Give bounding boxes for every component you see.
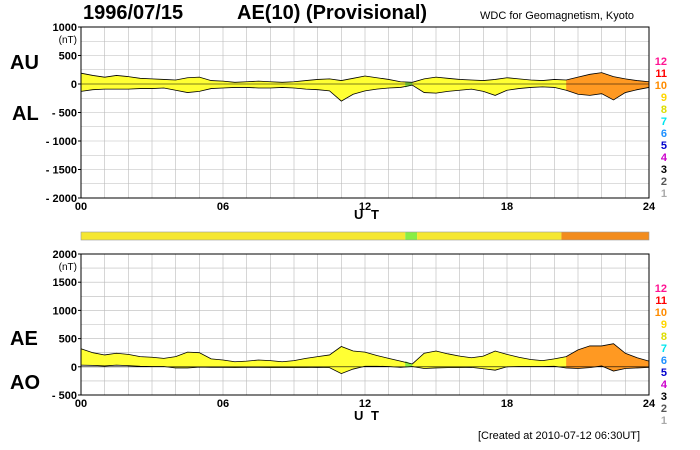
top-y-tick-label: 0	[71, 79, 77, 91]
top-scale-level-6: 6	[661, 128, 667, 140]
bottom-plot-frame	[80, 253, 650, 396]
top-y-tick-label: 500	[59, 51, 77, 63]
activity-bar-segment	[417, 232, 562, 240]
bottom-y-tick-label: 500	[59, 334, 77, 346]
bottom-scale-level-3: 3	[661, 391, 667, 403]
data-source: WDC for Geomagnetism, Kyoto	[480, 10, 635, 22]
ae-label: AE	[10, 328, 38, 350]
top-x-tick-label: 00	[75, 201, 87, 213]
bottom-y-tick-label: 1000	[53, 305, 77, 317]
bottom-scale-level-12: 12	[655, 283, 667, 295]
bottom-scale-level-9: 9	[661, 319, 667, 331]
top-scale-level-3: 3	[661, 164, 667, 176]
top-x-tick-label: 18	[501, 201, 513, 213]
x-axis-label-top: U T	[354, 207, 381, 222]
plot-title: AE(10) (Provisional)	[237, 2, 428, 24]
ao-label: AO	[10, 372, 40, 394]
bottom-scale-level-2: 2	[661, 403, 667, 415]
activity-bar-segment	[81, 232, 406, 240]
bottom-x-tick-label: 18	[501, 398, 513, 410]
plot-date: 1996/07/15	[83, 2, 184, 24]
top-area-fill	[81, 72, 649, 102]
bottom-x-tick-label: 24	[643, 398, 656, 410]
bottom-scale-level-4: 4	[661, 379, 668, 391]
bottom-x-tick-label: 06	[217, 398, 229, 410]
bottom-area-fill	[81, 343, 649, 374]
activity-bar-segment	[405, 232, 418, 240]
bottom-scale-level-8: 8	[661, 331, 667, 343]
au-label: AU	[10, 52, 39, 74]
al-label: AL	[12, 103, 39, 125]
top-scale-level-5: 5	[661, 140, 667, 152]
top-x-tick-label: 06	[217, 201, 229, 213]
bottom-scale-level-11: 11	[655, 295, 667, 307]
top-scale-level-4: 4	[661, 152, 668, 164]
bottom-scale-level-5: 5	[661, 367, 667, 379]
bottom-series-line-upper	[80, 343, 650, 365]
bottom-series-line-lower	[80, 364, 650, 375]
created-timestamp: [Created at 2010-07-12 06:30UT]	[478, 430, 641, 442]
top-series-line-lower	[80, 84, 650, 102]
activity-bar-segment	[561, 232, 649, 240]
top-unit-label: (nT)	[59, 35, 77, 46]
top-y-tick-label: - 1500	[46, 165, 77, 177]
activity-bar-frame	[80, 231, 650, 241]
top-y-tick-label: - 1000	[46, 136, 77, 148]
top-scale-level-7: 7	[661, 116, 667, 128]
top-series-line-upper	[80, 72, 650, 83]
top-scale-level-11: 11	[655, 68, 667, 80]
bottom-activity-fill-1	[566, 343, 649, 372]
bottom-x-tick-label: 12	[359, 398, 371, 410]
top-y-tick-label: 1000	[53, 22, 77, 34]
bottom-unit-label: (nT)	[59, 262, 77, 273]
bottom-y-tick-label: 1500	[53, 277, 77, 289]
top-scale-level-10: 10	[655, 80, 667, 92]
bottom-scale-level-6: 6	[661, 355, 667, 367]
x-axis-label-bottom: U T	[354, 408, 381, 423]
bottom-y-tick-label: - 500	[52, 390, 77, 402]
top-scale-level-9: 9	[661, 92, 667, 104]
top-scale-level-2: 2	[661, 176, 667, 188]
bottom-scale-level-1: 1	[661, 415, 667, 427]
bottom-scale-level-7: 7	[661, 343, 667, 355]
top-scale-level-1: 1	[661, 188, 667, 200]
top-y-tick-label: - 2000	[46, 193, 77, 205]
bottom-scale-level-10: 10	[655, 307, 667, 319]
bottom-x-tick-label: 00	[75, 398, 87, 410]
top-y-tick-label: - 500	[52, 108, 77, 120]
bottom-y-tick-label: 2000	[53, 249, 77, 261]
top-x-tick-label: 24	[643, 201, 656, 213]
top-x-tick-label: 12	[359, 201, 371, 213]
top-scale-level-12: 12	[655, 56, 667, 68]
bottom-y-tick-label: 0	[71, 362, 77, 374]
top-scale-level-8: 8	[661, 104, 667, 116]
